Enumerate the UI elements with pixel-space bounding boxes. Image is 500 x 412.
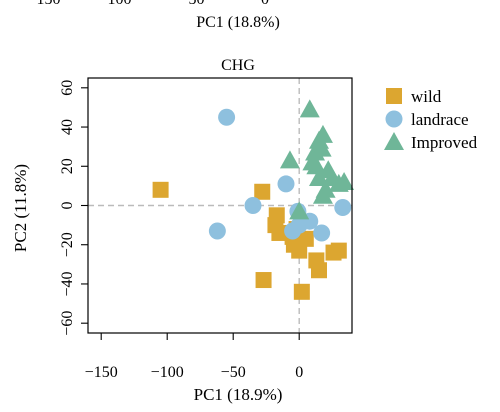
point-wild — [293, 283, 310, 300]
point-wild — [271, 224, 288, 241]
point-improved — [334, 171, 355, 190]
point-improved — [311, 138, 332, 157]
x-tick-label: −100 — [151, 364, 184, 381]
series-landrace — [208, 108, 352, 242]
point-improved — [306, 156, 327, 175]
legend-marker-improved — [384, 132, 404, 150]
y-tick-label: 40 — [59, 119, 76, 135]
x-tick-label: −150 — [85, 364, 118, 381]
y-tick-label: −60 — [59, 311, 76, 336]
point-wild — [152, 181, 169, 198]
x-axis: −150 −100 −50 0 — [85, 333, 303, 381]
previous-panel-x-label: PC1 (18.8%) — [196, 14, 280, 31]
point-landrace — [218, 108, 236, 126]
point-improved — [289, 201, 310, 220]
point-improved — [279, 150, 300, 169]
x-axis-label: PC1 (18.9%) — [194, 385, 283, 404]
chart-title: CHG — [221, 57, 255, 74]
point-wild — [285, 236, 302, 253]
point-wild — [325, 244, 342, 261]
legend: wild landrace Improved — [384, 87, 478, 152]
legend-marker-landrace — [385, 110, 403, 128]
previous-panel-tick-label: −150 — [27, 0, 60, 8]
y-tick-label: −20 — [59, 232, 76, 257]
y-tick-label: 60 — [59, 80, 76, 96]
point-wild — [254, 183, 271, 200]
previous-panel-tick-label: 0 — [261, 0, 269, 8]
x-tick-label: 0 — [295, 364, 303, 381]
series-improved — [279, 99, 355, 220]
y-tick-label: −40 — [59, 271, 76, 296]
point-landrace — [290, 216, 308, 234]
point-improved — [312, 185, 333, 204]
x-tick-label: −50 — [221, 364, 246, 381]
point-wild — [255, 272, 272, 289]
y-axis: −60 −40 −20 0 20 40 60 — [59, 80, 88, 336]
previous-panel-tick-label: −50 — [179, 0, 204, 8]
y-tick-label: 0 — [59, 202, 76, 210]
legend-marker-wild — [386, 88, 402, 104]
point-landrace — [277, 175, 295, 193]
point-improved — [309, 168, 329, 187]
point-landrace — [208, 222, 226, 240]
previous-panel-fragment: −150 −100 −50 0 PC1 (18.8%) — [27, 0, 279, 31]
point-wild — [308, 252, 325, 269]
previous-panel-tick-label: −100 — [98, 0, 131, 8]
point-landrace — [313, 224, 331, 242]
legend-label-landrace: landrace — [411, 110, 469, 129]
point-improved — [299, 99, 320, 118]
point-landrace — [244, 197, 262, 214]
legend-label-wild: wild — [411, 87, 442, 106]
data-points — [152, 99, 355, 300]
series-wild — [152, 181, 347, 300]
y-axis-label: PC2 (11.8%) — [11, 164, 30, 252]
point-landrace — [334, 198, 352, 216]
legend-label-improved: Improved — [411, 133, 478, 152]
y-tick-label: 20 — [59, 158, 76, 174]
